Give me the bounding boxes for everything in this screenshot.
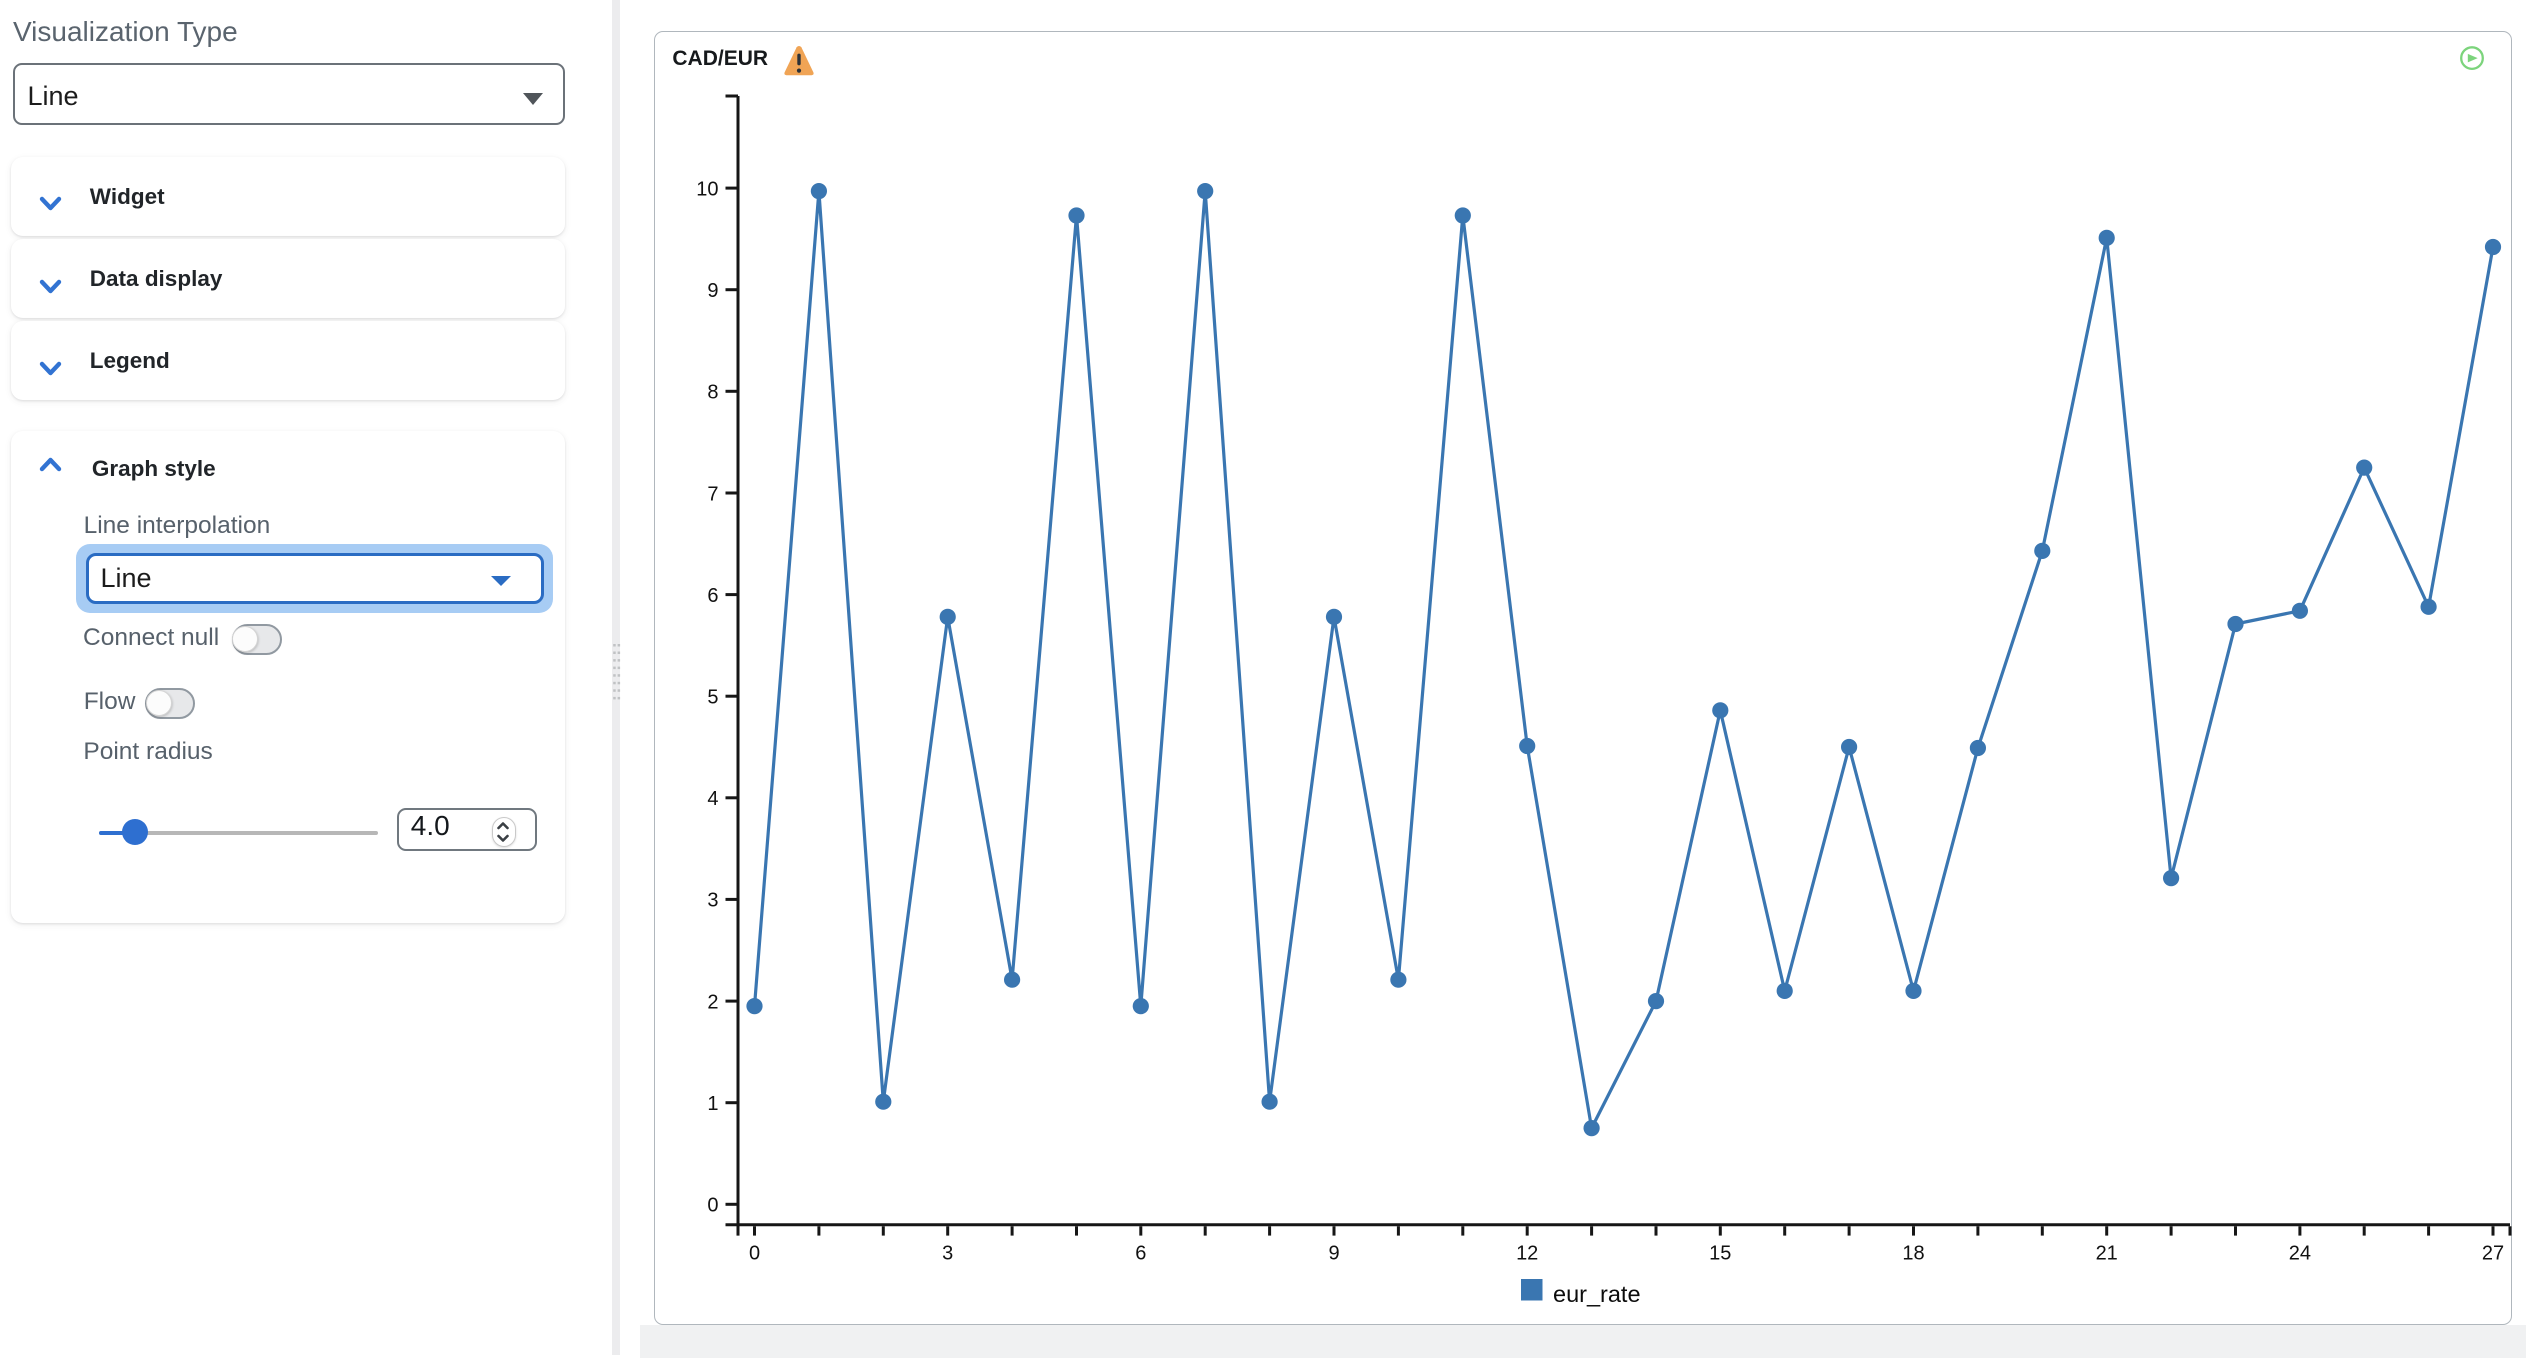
- svg-text:18: 18: [1902, 1243, 1924, 1265]
- svg-text:21: 21: [2096, 1243, 2118, 1265]
- svg-text:8: 8: [707, 382, 718, 404]
- svg-text:6: 6: [1135, 1243, 1146, 1265]
- svg-text:10: 10: [696, 178, 718, 200]
- svg-text:9: 9: [1328, 1243, 1339, 1265]
- svg-text:7: 7: [707, 483, 718, 505]
- svg-text:0: 0: [707, 1195, 718, 1217]
- svg-text:15: 15: [1709, 1243, 1731, 1265]
- svg-text:6: 6: [707, 585, 718, 607]
- svg-text:1: 1: [707, 1093, 718, 1115]
- svg-text:5: 5: [707, 687, 718, 709]
- svg-text:0: 0: [749, 1243, 760, 1265]
- svg-text:9: 9: [707, 280, 718, 302]
- svg-text:27: 27: [2482, 1243, 2504, 1265]
- svg-text:4: 4: [707, 788, 718, 810]
- svg-text:eur_rate: eur_rate: [1553, 1281, 1641, 1307]
- svg-text:2: 2: [707, 991, 718, 1013]
- svg-text:24: 24: [2289, 1243, 2311, 1265]
- svg-text:3: 3: [942, 1243, 953, 1265]
- svg-text:12: 12: [1516, 1243, 1538, 1265]
- svg-text:3: 3: [707, 890, 718, 912]
